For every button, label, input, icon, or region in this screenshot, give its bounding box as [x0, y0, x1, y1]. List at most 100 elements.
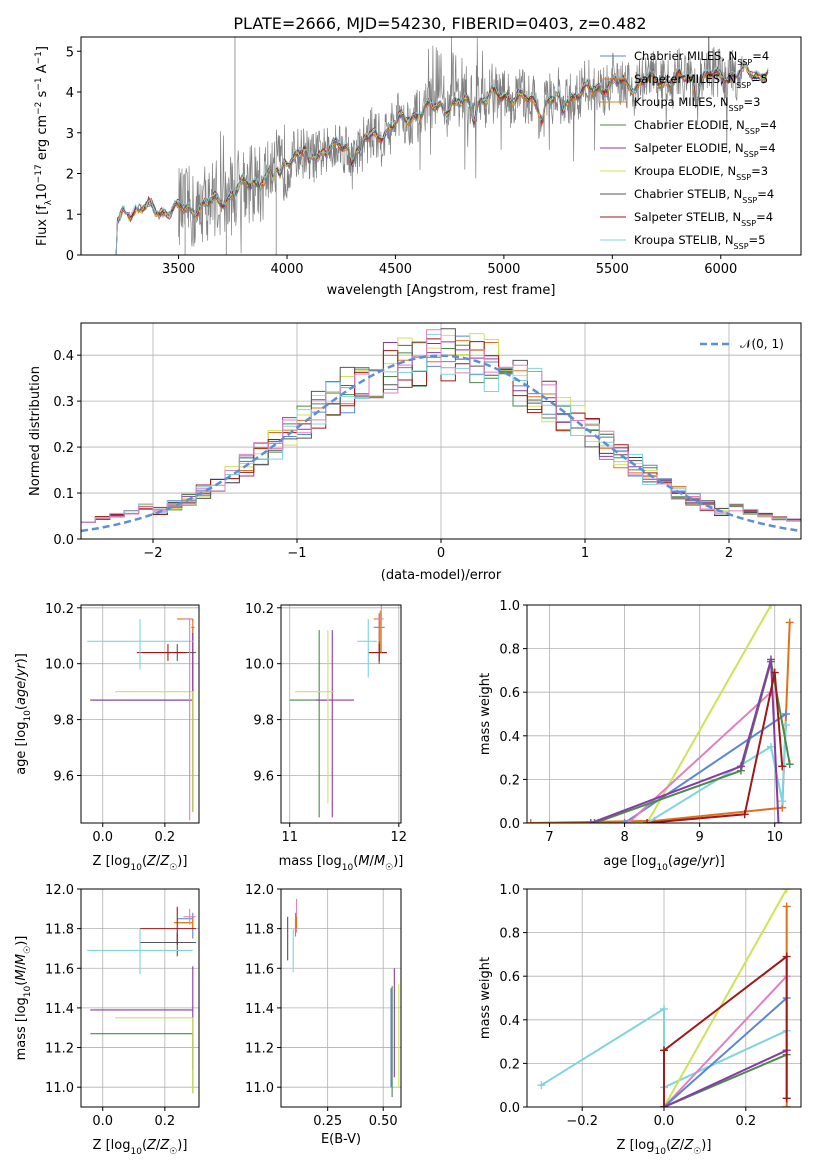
y-tick-label: 9.6: [253, 769, 274, 784]
label-part: (: [14, 705, 29, 710]
label-part: (: [14, 981, 29, 986]
x-axis-label: Z [log10(Z/Z☉)]: [617, 1138, 712, 1157]
label-part: /: [156, 854, 161, 869]
legend-text: Kroupa ELODIE, N: [634, 164, 736, 178]
label-part: Z [log: [93, 854, 131, 869]
x-tick-label: 0.0: [92, 830, 113, 845]
axes-frame: 3500 4000 4500 5000 5500 6000 0 1 2 3 4 5 Chabrier M…: [34, 36, 802, 298]
x-tick-label: 0.2: [154, 1114, 175, 1129]
weight-marker: [785, 760, 794, 769]
weight-marker: [782, 889, 791, 893]
y-tick-label: 0: [66, 249, 74, 264]
weight-marker: [740, 810, 749, 819]
weight-marker: [782, 902, 791, 911]
weight-marker: [736, 762, 745, 771]
x-tick-label: 6000: [704, 262, 737, 277]
y-tick-label: 0.1: [53, 487, 74, 502]
y-tick-label: 0.2: [499, 773, 520, 788]
legend-text: Kroupa MILES, N: [634, 95, 729, 109]
panel-residuals: −2 −1 0 1 2 0.0 0.1 0.2 0.3 0.4 𝒩(0, 1) (data-model…: [28, 322, 802, 583]
label-part: Z: [159, 1138, 170, 1153]
label-part: Z: [683, 1138, 694, 1153]
label-part: −1: [34, 77, 44, 90]
weight-marker: [785, 618, 794, 627]
x-tick-label: 3500: [162, 262, 195, 277]
x-tick-label: 11: [281, 830, 298, 845]
x-axis-label: mass [log10(M/M☉)]: [279, 854, 404, 873]
label-part: 10: [130, 1147, 142, 1157]
x-tick-label: −0.2: [566, 1114, 598, 1129]
x-tick-label: 4500: [379, 262, 412, 277]
x-tick-label: 9: [696, 830, 704, 845]
label-part: λ: [44, 199, 54, 205]
label-part: 10: [656, 863, 668, 873]
legend-text: Chabrier STELIB, N: [634, 187, 742, 201]
weight-marker: [774, 819, 783, 823]
x-tick-label: 2: [725, 546, 733, 561]
y-tick-label: 0.4: [499, 1014, 520, 1029]
label-part: 10: [35, 183, 50, 200]
label-part: A: [35, 64, 50, 77]
axes-spine: [80, 888, 200, 1108]
x-axis-label: wavelength [Angstrom, rest frame]: [327, 283, 556, 298]
errorbar-point: [115, 691, 194, 812]
legend-suffix: =3: [744, 95, 761, 109]
y-tick-label: 0.2: [53, 441, 74, 456]
label-part: s: [35, 90, 50, 101]
legend-entry: Kroupa STELIB, NSSP=5: [634, 233, 765, 251]
label-part: ]: [35, 46, 50, 51]
label-part: (: [666, 1138, 671, 1153]
y-tick-label: 1.0: [499, 883, 520, 898]
legend-text: Salpeter STELIB, N: [634, 210, 741, 224]
weight-series: [647, 672, 784, 823]
y-axis-label: Normed distribution: [28, 366, 43, 496]
y-tick-label: 0.6: [499, 686, 520, 701]
legend-sub: SSP: [736, 81, 751, 90]
x-axis-label: (data-model)/error: [381, 568, 502, 583]
x-tick-label: 0.2: [154, 830, 175, 845]
weight-marker: [586, 819, 595, 823]
legend-entry: Chabrier STELIB, NSSP=4: [634, 187, 774, 205]
y-tick-label: 11.6: [45, 962, 74, 977]
label-part: Z: [146, 1138, 157, 1153]
y-tick-label: 11.8: [245, 923, 274, 938]
weight-marker: [781, 710, 790, 718]
legend-suffix: =5: [749, 233, 766, 247]
y-tick-label: 11.6: [245, 962, 274, 977]
y-tick-label: 9.8: [253, 714, 274, 729]
legend-suffix: =4: [757, 187, 774, 201]
panel-weight-vs-Z: −0.2 0.0 0.20.00.20.40.60.81.0Z [log10(Z/Z…: [478, 883, 802, 1157]
y-tick-label: 10.2: [245, 602, 274, 617]
weight-marker: [620, 819, 629, 823]
label-part: 10: [23, 985, 33, 997]
x-tick-label: 0.0: [654, 1114, 675, 1129]
legend-entry: 𝒩(0, 1): [740, 337, 784, 351]
errorbar-point: [87, 928, 193, 975]
errorbar-point: [183, 908, 196, 925]
legend-suffix: =5: [751, 72, 768, 86]
y-tick-label: 11.0: [45, 1081, 74, 1096]
weight-marker: [782, 952, 791, 961]
y-tick-label: 11.4: [245, 1002, 274, 1017]
weight-series: [663, 1049, 788, 1107]
label-part: /: [680, 1138, 685, 1153]
panel-spectrum: 3500 4000 4500 5000 5500 6000 0 1 2 3 4 5 Chabrier M…: [34, 36, 802, 298]
weight-marker: [766, 605, 775, 609]
y-tick-label: 0.0: [53, 533, 74, 548]
legend-sub: SSP: [745, 127, 760, 136]
label-part: erg cm: [35, 115, 50, 164]
weight-marker: [624, 819, 633, 823]
y-tick-label: 0.6: [499, 970, 520, 985]
label-part: )]: [177, 1138, 187, 1153]
label-part: Z: [146, 854, 157, 869]
y-tick-label: 12.0: [245, 883, 274, 898]
plot-area: [289, 605, 387, 818]
label-part: 10: [342, 863, 354, 873]
axes-spine: [80, 36, 802, 256]
label-part: (: [142, 1138, 147, 1153]
weight-marker: [778, 762, 787, 771]
plot-area: [537, 889, 791, 1107]
legend-entry: Salpeter MILES, NSSP=5: [634, 72, 768, 90]
